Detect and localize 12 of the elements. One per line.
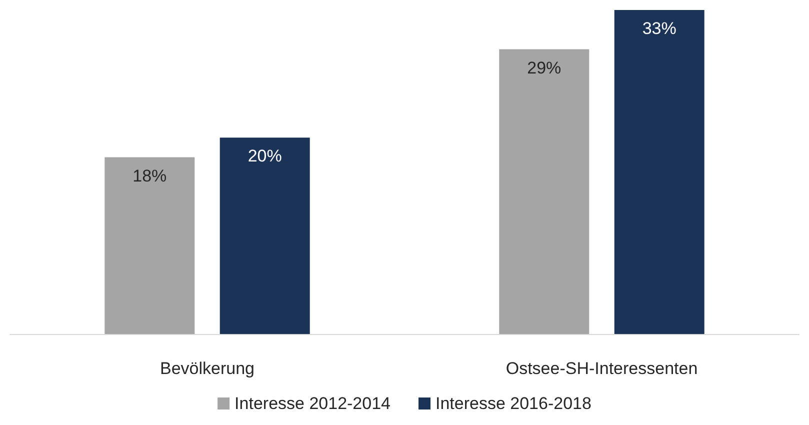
x-tick-label: Ostsee-SH-Interessenten [506, 359, 698, 378]
bar [499, 49, 590, 334]
x-tick-label: Bevölkerung [160, 359, 255, 378]
legend-label: Interesse 2016-2018 [436, 394, 592, 413]
bar [614, 10, 704, 334]
bar [104, 157, 195, 334]
data-label: 33% [642, 19, 676, 38]
bar [220, 138, 310, 334]
data-label: 18% [132, 166, 167, 186]
legend-label: Interesse 2012-2014 [234, 394, 391, 413]
data-label: 29% [527, 58, 562, 78]
data-label: 20% [248, 146, 282, 166]
